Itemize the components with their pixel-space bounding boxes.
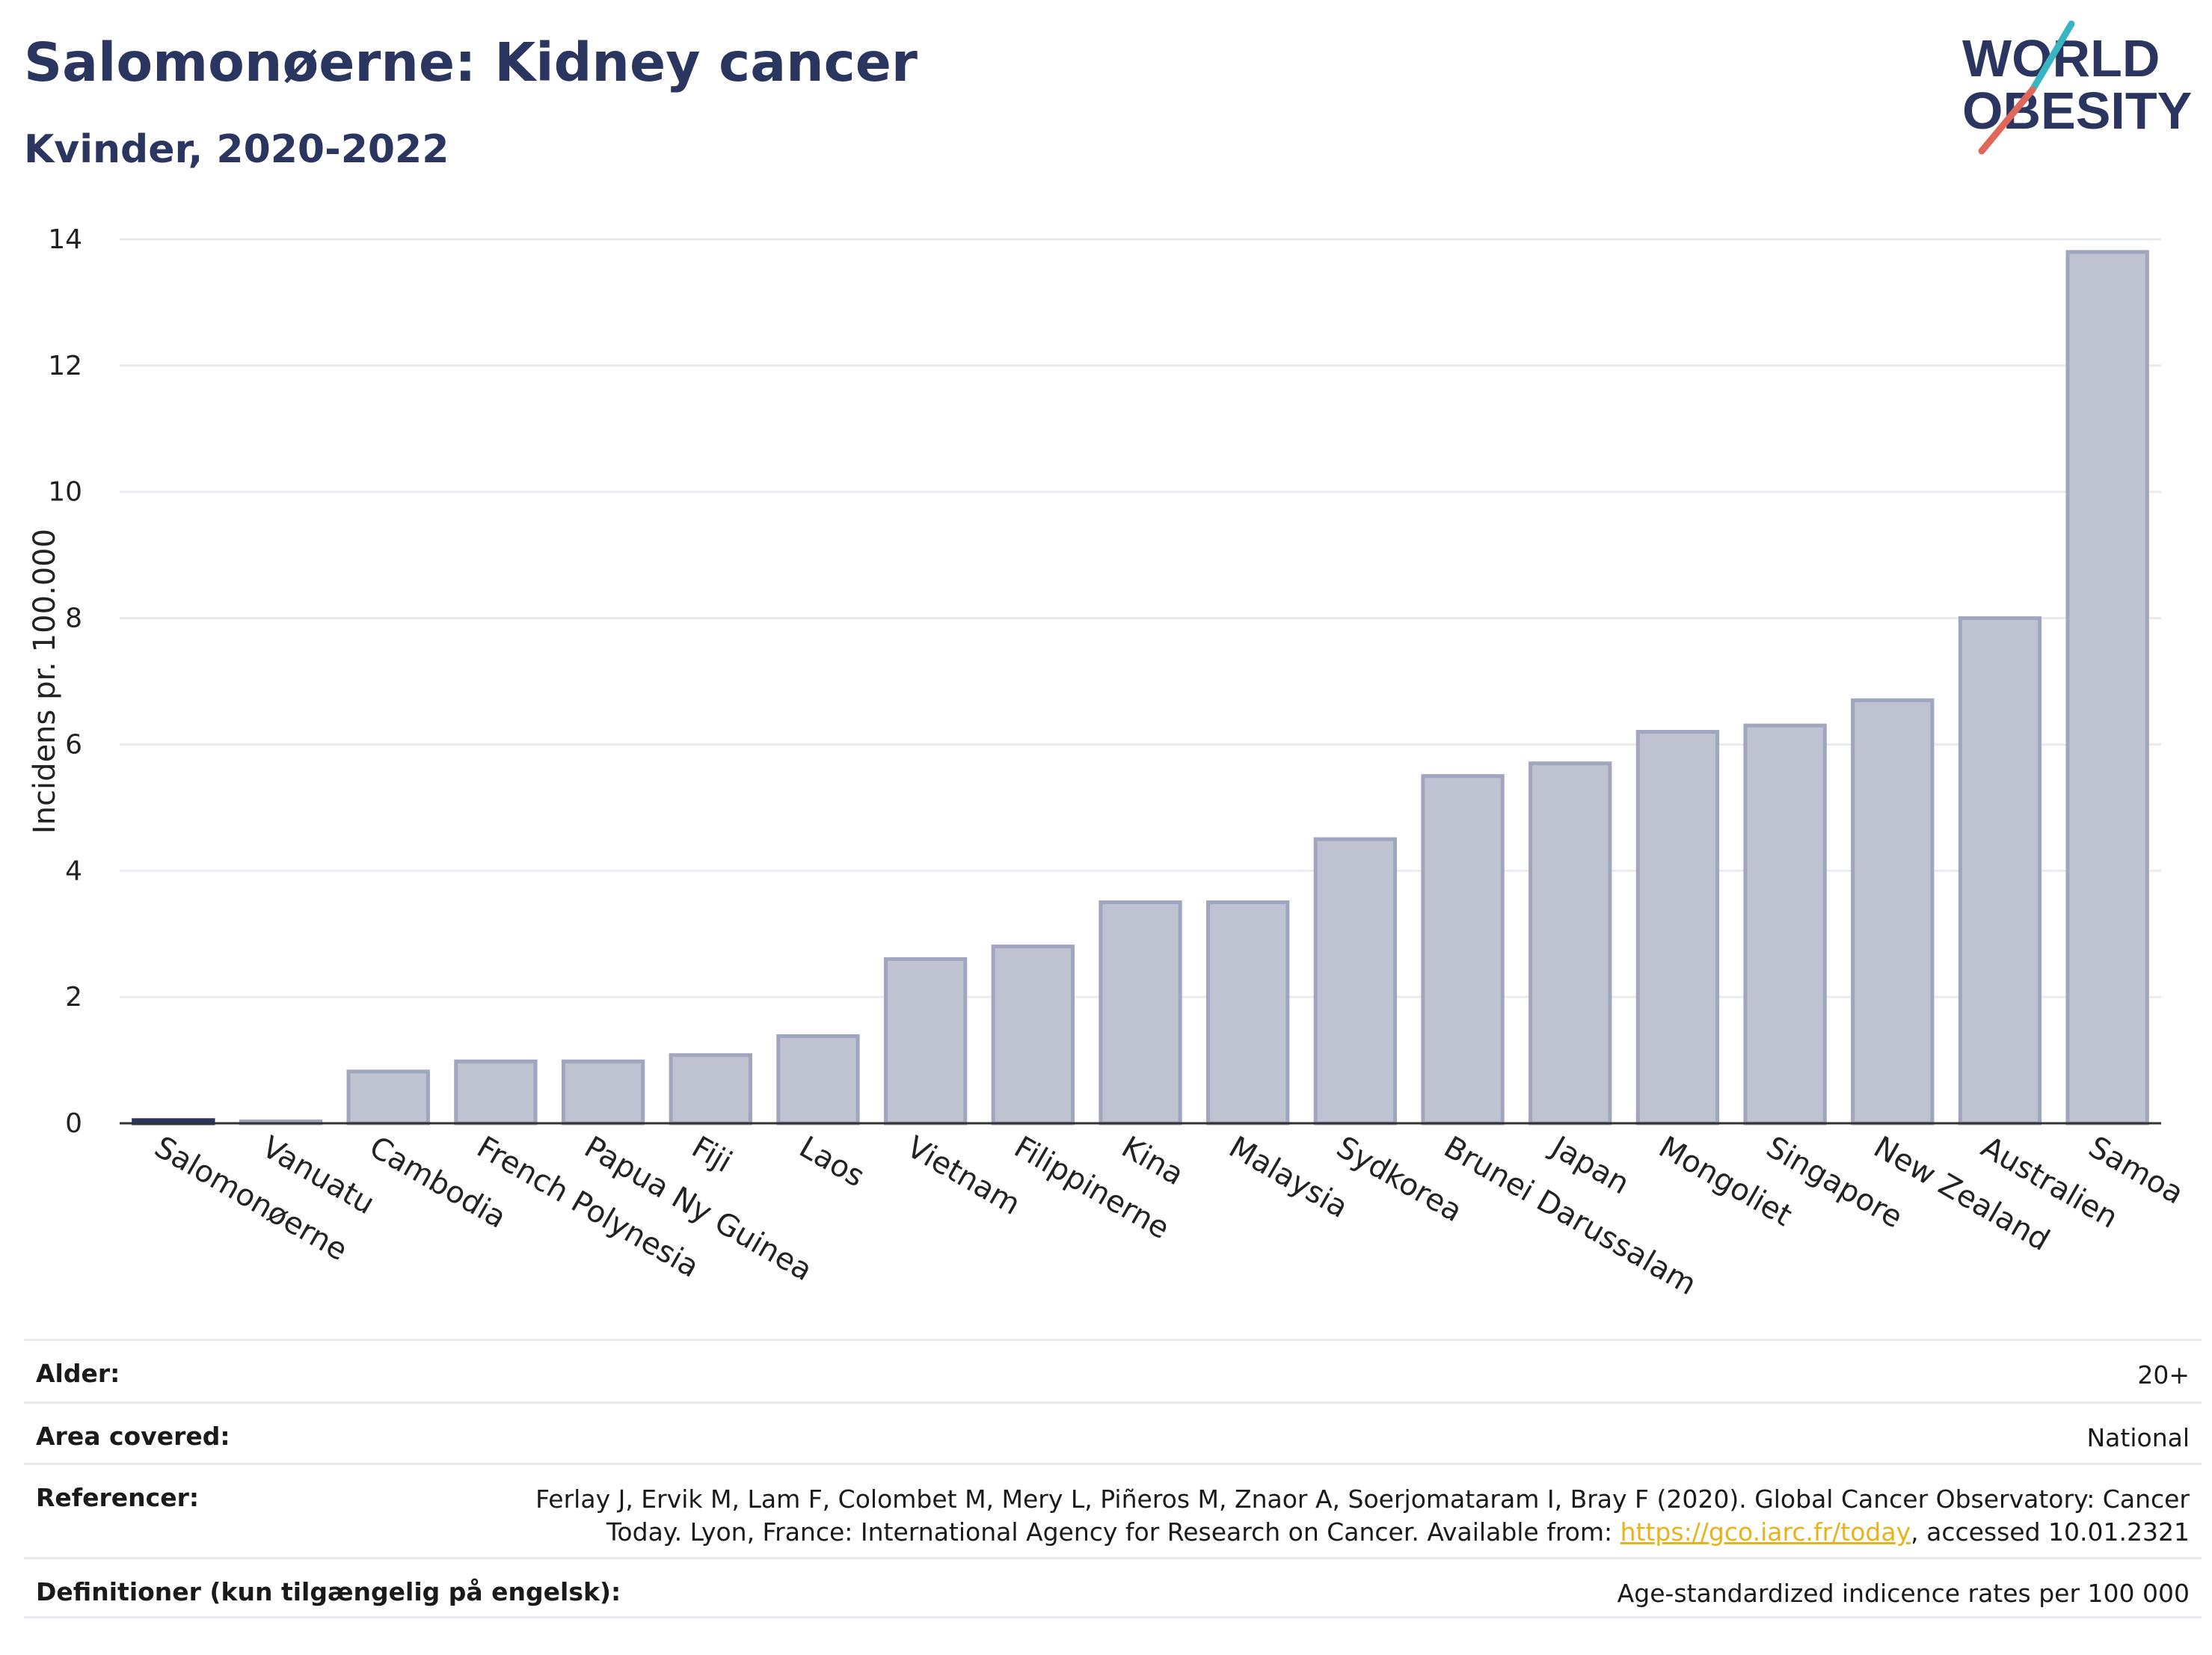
y-tick-label: 10 [48,477,82,508]
info-table: Alder: 20+ Area covered: National Refere… [24,1339,2202,1618]
reference-line-2-prefix: Today. Lyon, France: International Agenc… [606,1517,1620,1547]
y-tick-label: 2 [65,982,82,1013]
info-value-references: Ferlay J, Ervik M, Lam F, Colombet M, Me… [535,1483,2190,1549]
bar-french-polynesia [454,1059,538,1126]
info-label-references: Referencer: [36,1483,200,1512]
info-row-area: Area covered: National [24,1401,2202,1463]
bar-cambodia [346,1069,430,1126]
chart-title: Salomonøerne: Kidney cancer [24,31,918,93]
y-tick-label: 14 [48,224,82,255]
bar-malaysia [1206,900,1290,1126]
info-value-area: National [2086,1423,2190,1452]
bar-new-zealand [1851,698,1935,1126]
y-axis-title: Incidens pr. 100.000 [28,529,62,834]
y-tick-label: 0 [65,1108,82,1139]
y-tick-label: 6 [65,729,82,760]
bar-papua-ny-guinea [561,1059,645,1126]
bar-brunei-darussalam [1421,774,1505,1126]
bar-filippinerne [991,945,1075,1126]
x-tick-label: Laos [793,1130,870,1194]
x-tick-label: Kina [1116,1130,1190,1192]
y-tick-label: 8 [65,604,82,634]
bar-singapore [1743,723,1827,1126]
bar-australien [1958,616,2042,1126]
x-tick-label: Fiji [686,1130,737,1180]
bar-mongoliet [1635,730,1720,1126]
reference-link[interactable]: https://gco.iarc.fr/today [1620,1517,1911,1547]
info-value-age: 20+ [2137,1360,2190,1390]
info-label-definitions: Definitioner (kun tilgængelig på engelsk… [36,1577,621,1606]
bar-sydkorea [1313,837,1398,1126]
logo-slash-coral [1978,86,2036,155]
y-tick-label: 4 [65,856,82,886]
info-row-age: Alder: 20+ [24,1339,2202,1401]
world-obesity-logo: WORLD OBESITY [1962,20,2192,155]
chart-subtitle: Kvinder, 2020-2022 [24,127,449,172]
bar-kina [1099,900,1182,1126]
x-tick-label: Malaysia [1223,1130,1354,1225]
info-row-definitions: Definitioner (kun tilgængelig på engelsk… [24,1557,2202,1618]
reference-line-2-suffix: , accessed 10.01.2321 [1911,1517,2190,1547]
info-label-age: Alder: [36,1359,120,1388]
bar-fiji [669,1053,752,1126]
logo-slash-teal [2029,20,2075,93]
bar-samoa [2065,250,2149,1126]
bar-vietnam [883,957,968,1126]
reference-line-1: Ferlay J, Ervik M, Lam F, Colombet M, Me… [535,1484,2190,1514]
info-label-area: Area covered: [36,1422,230,1451]
bar-japan [1529,761,1612,1126]
x-tick-label: Salomonøerne [149,1130,353,1268]
info-value-definitions: Age-standardized indicence rates per 100… [1617,1579,2190,1608]
bar-chart: 0 2 4 6 8 10 12 14 Incidens pr. 100.000 Salomonøe… [28,224,2190,1301]
info-row-references: Referencer: Ferlay J, Ervik M, Lam F, Co… [24,1463,2202,1557]
x-tick-label: Vietnam [901,1130,1026,1222]
bar-laos [776,1034,860,1126]
y-tick-label: 12 [48,351,82,381]
